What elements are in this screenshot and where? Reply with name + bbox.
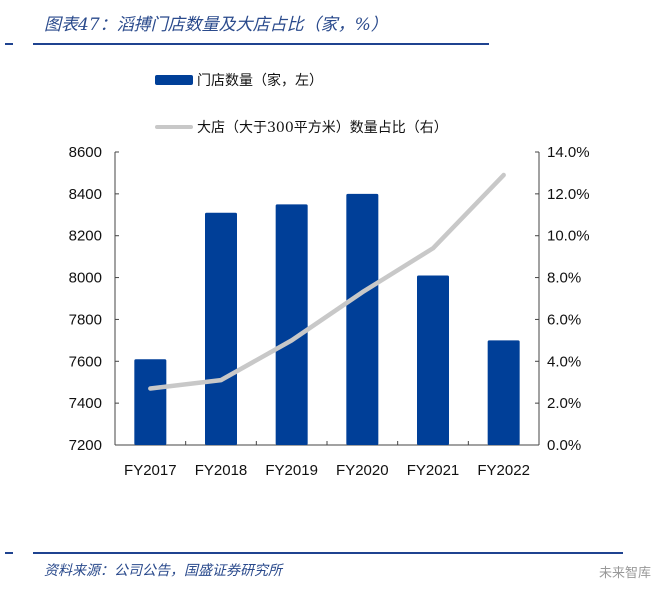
right-tick-label: 6.0% [547,311,581,328]
x-tick-label: FY2021 [407,462,460,479]
right-tick-label: 14.0% [547,144,590,161]
chart-plot: 7200 7400 7600 7800 8000 8200 8400 8600 0.0% 2.0%… [69,144,590,479]
watermark: 未来智库 [598,566,651,581]
source-rule-short [5,552,13,554]
left-tick-label: 7400 [69,395,102,412]
legend-bar-swatch [155,75,193,85]
right-tick-label: 12.0% [547,186,590,203]
right-tick-label: 10.0% [547,228,590,245]
bar-fy2022 [487,340,520,445]
left-tick-label: 8200 [69,228,102,245]
right-tick-label: 0.0% [547,437,581,454]
legend-line: 大店（大于300平方米）数量占比（右） [155,117,448,137]
title-rule [33,43,489,45]
left-tick-label: 7600 [69,353,102,370]
x-tick-label: FY2020 [336,462,389,479]
legend-line-swatch [155,125,193,129]
legend-bar-label: 门店数量（家，左） [197,73,323,89]
left-tick-label: 7200 [69,437,102,454]
bar-fy2020 [346,193,379,445]
x-tick-label: FY2022 [477,462,530,479]
left-tick-label: 8600 [69,144,102,161]
title-rule-short [5,43,13,45]
right-tick-label: 2.0% [547,395,581,412]
bar-fy2021 [417,275,449,445]
right-tick-label: 8.0% [547,270,581,287]
source-rule [33,552,623,554]
x-tick-label: FY2018 [195,462,248,479]
x-tick-label: FY2017 [124,462,177,479]
x-tick-label: FY2019 [265,462,318,479]
left-tick-label: 8400 [69,186,102,203]
right-tick-label: 4.0% [547,353,581,370]
left-tick-label: 7800 [69,311,102,328]
line-series-large-store-share [148,172,506,391]
bar-fy2018 [205,212,237,445]
legend-line-label: 大店（大于300平方米）数量占比（右） [197,120,448,136]
left-tick-label: 8000 [69,270,102,287]
bar-fy2019 [275,204,308,445]
bar-fy2017 [134,359,167,445]
source-note: 资料来源：公司公告，国盛证券研究所 [44,563,282,579]
legend-bar: 门店数量（家，左） [155,70,323,90]
chart-title: 图表47：滔搏门店数量及大店占比（家，%） [44,15,388,35]
